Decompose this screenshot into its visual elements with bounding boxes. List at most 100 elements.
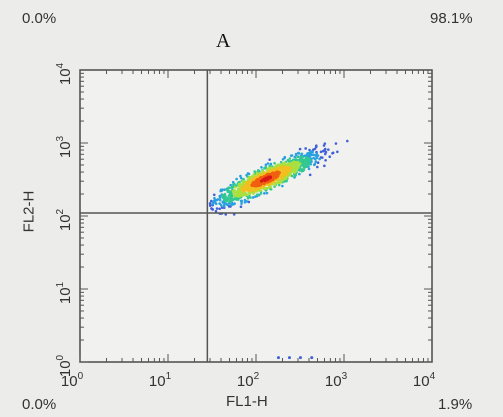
- data-point: [265, 191, 269, 195]
- svg-text:102: 102: [55, 208, 74, 231]
- data-point: [224, 213, 228, 216]
- data-point: [209, 199, 213, 203]
- data-point: [273, 183, 277, 187]
- x-tick-label: 103: [325, 371, 348, 390]
- data-point: [224, 194, 227, 198]
- x-tick-label: 102: [237, 371, 260, 390]
- data-point: [308, 173, 312, 177]
- data-point: [321, 149, 325, 153]
- outlier-point: [287, 356, 291, 360]
- data-point: [260, 166, 263, 169]
- data-point: [255, 193, 259, 197]
- data-point: [334, 142, 338, 145]
- data-point: [215, 207, 219, 210]
- data-point: [281, 184, 284, 188]
- x-tick-label: 101: [149, 371, 172, 390]
- data-point: [226, 196, 229, 199]
- data-point: [301, 155, 304, 159]
- data-point: [239, 205, 243, 209]
- data-point: [264, 163, 268, 167]
- data-point: [281, 157, 285, 161]
- y-tick-label: 103: [55, 135, 74, 158]
- svg-text:103: 103: [55, 135, 74, 158]
- data-point: [208, 204, 212, 207]
- data-point: [316, 161, 320, 164]
- data-point: [331, 151, 334, 155]
- data-point: [220, 189, 224, 192]
- data-point: [273, 161, 276, 165]
- quadrant-upper-left-percent: 0.0%: [22, 10, 57, 27]
- data-point: [216, 198, 220, 201]
- data-point: [233, 202, 236, 205]
- svg-text:100: 100: [55, 354, 74, 377]
- data-point: [346, 139, 349, 143]
- data-point: [294, 153, 298, 157]
- plot-area: [79, 69, 433, 363]
- data-point: [254, 195, 257, 198]
- data-point: [259, 192, 263, 195]
- data-point: [301, 168, 304, 171]
- data-point: [251, 196, 255, 199]
- data-point: [318, 157, 321, 161]
- data-point: [240, 202, 243, 205]
- data-point: [247, 200, 251, 204]
- outlier-point: [276, 356, 280, 360]
- data-point: [288, 157, 292, 160]
- data-point: [265, 186, 269, 190]
- data-point: [314, 154, 317, 157]
- data-point: [312, 156, 315, 160]
- data-point: [264, 177, 268, 181]
- data-point: [227, 205, 231, 208]
- data-point: [223, 188, 226, 191]
- data-point: [319, 150, 323, 154]
- data-point: [243, 198, 247, 202]
- data-point: [298, 147, 302, 151]
- data-point: [322, 144, 326, 147]
- data-point: [220, 206, 224, 209]
- data-point: [279, 160, 283, 164]
- data-point: [263, 192, 266, 195]
- data-point: [233, 185, 237, 189]
- data-point: [269, 162, 273, 166]
- data-point: [297, 152, 301, 155]
- y-tick-label: 104: [55, 62, 74, 85]
- data-point: [293, 170, 296, 174]
- svg-text:104: 104: [55, 62, 74, 85]
- data-point: [279, 167, 283, 170]
- data-point: [218, 198, 222, 202]
- data-point: [243, 200, 247, 204]
- data-point: [315, 152, 319, 155]
- data-point: [218, 207, 221, 211]
- data-point: [290, 174, 294, 178]
- data-point: [219, 204, 223, 207]
- data-point: [307, 167, 311, 171]
- data-point: [230, 193, 234, 197]
- panel-label: A: [216, 30, 231, 52]
- outlier-point: [310, 356, 314, 360]
- data-point: [301, 160, 305, 164]
- data-point: [245, 200, 249, 203]
- data-point: [313, 162, 317, 166]
- data-point: [210, 207, 213, 210]
- data-point: [268, 158, 271, 161]
- y-tick-label: 101: [55, 281, 74, 304]
- x-axis-label: FL1-H: [226, 393, 268, 410]
- data-point: [248, 194, 251, 198]
- data-point: [314, 160, 318, 163]
- data-point: [311, 150, 314, 154]
- data-point: [247, 172, 251, 176]
- data-point: [314, 145, 318, 149]
- data-point: [293, 155, 297, 159]
- data-point: [328, 155, 332, 158]
- data-point: [231, 180, 235, 184]
- data-point: [336, 150, 339, 154]
- data-point: [218, 202, 221, 205]
- data-point: [231, 185, 235, 189]
- y-axis-label: FL2-H: [20, 190, 38, 233]
- data-point: [218, 196, 222, 199]
- quadrant-lower-left-percent: 0.0%: [22, 396, 57, 413]
- data-point: [296, 155, 299, 159]
- data-point: [304, 147, 307, 150]
